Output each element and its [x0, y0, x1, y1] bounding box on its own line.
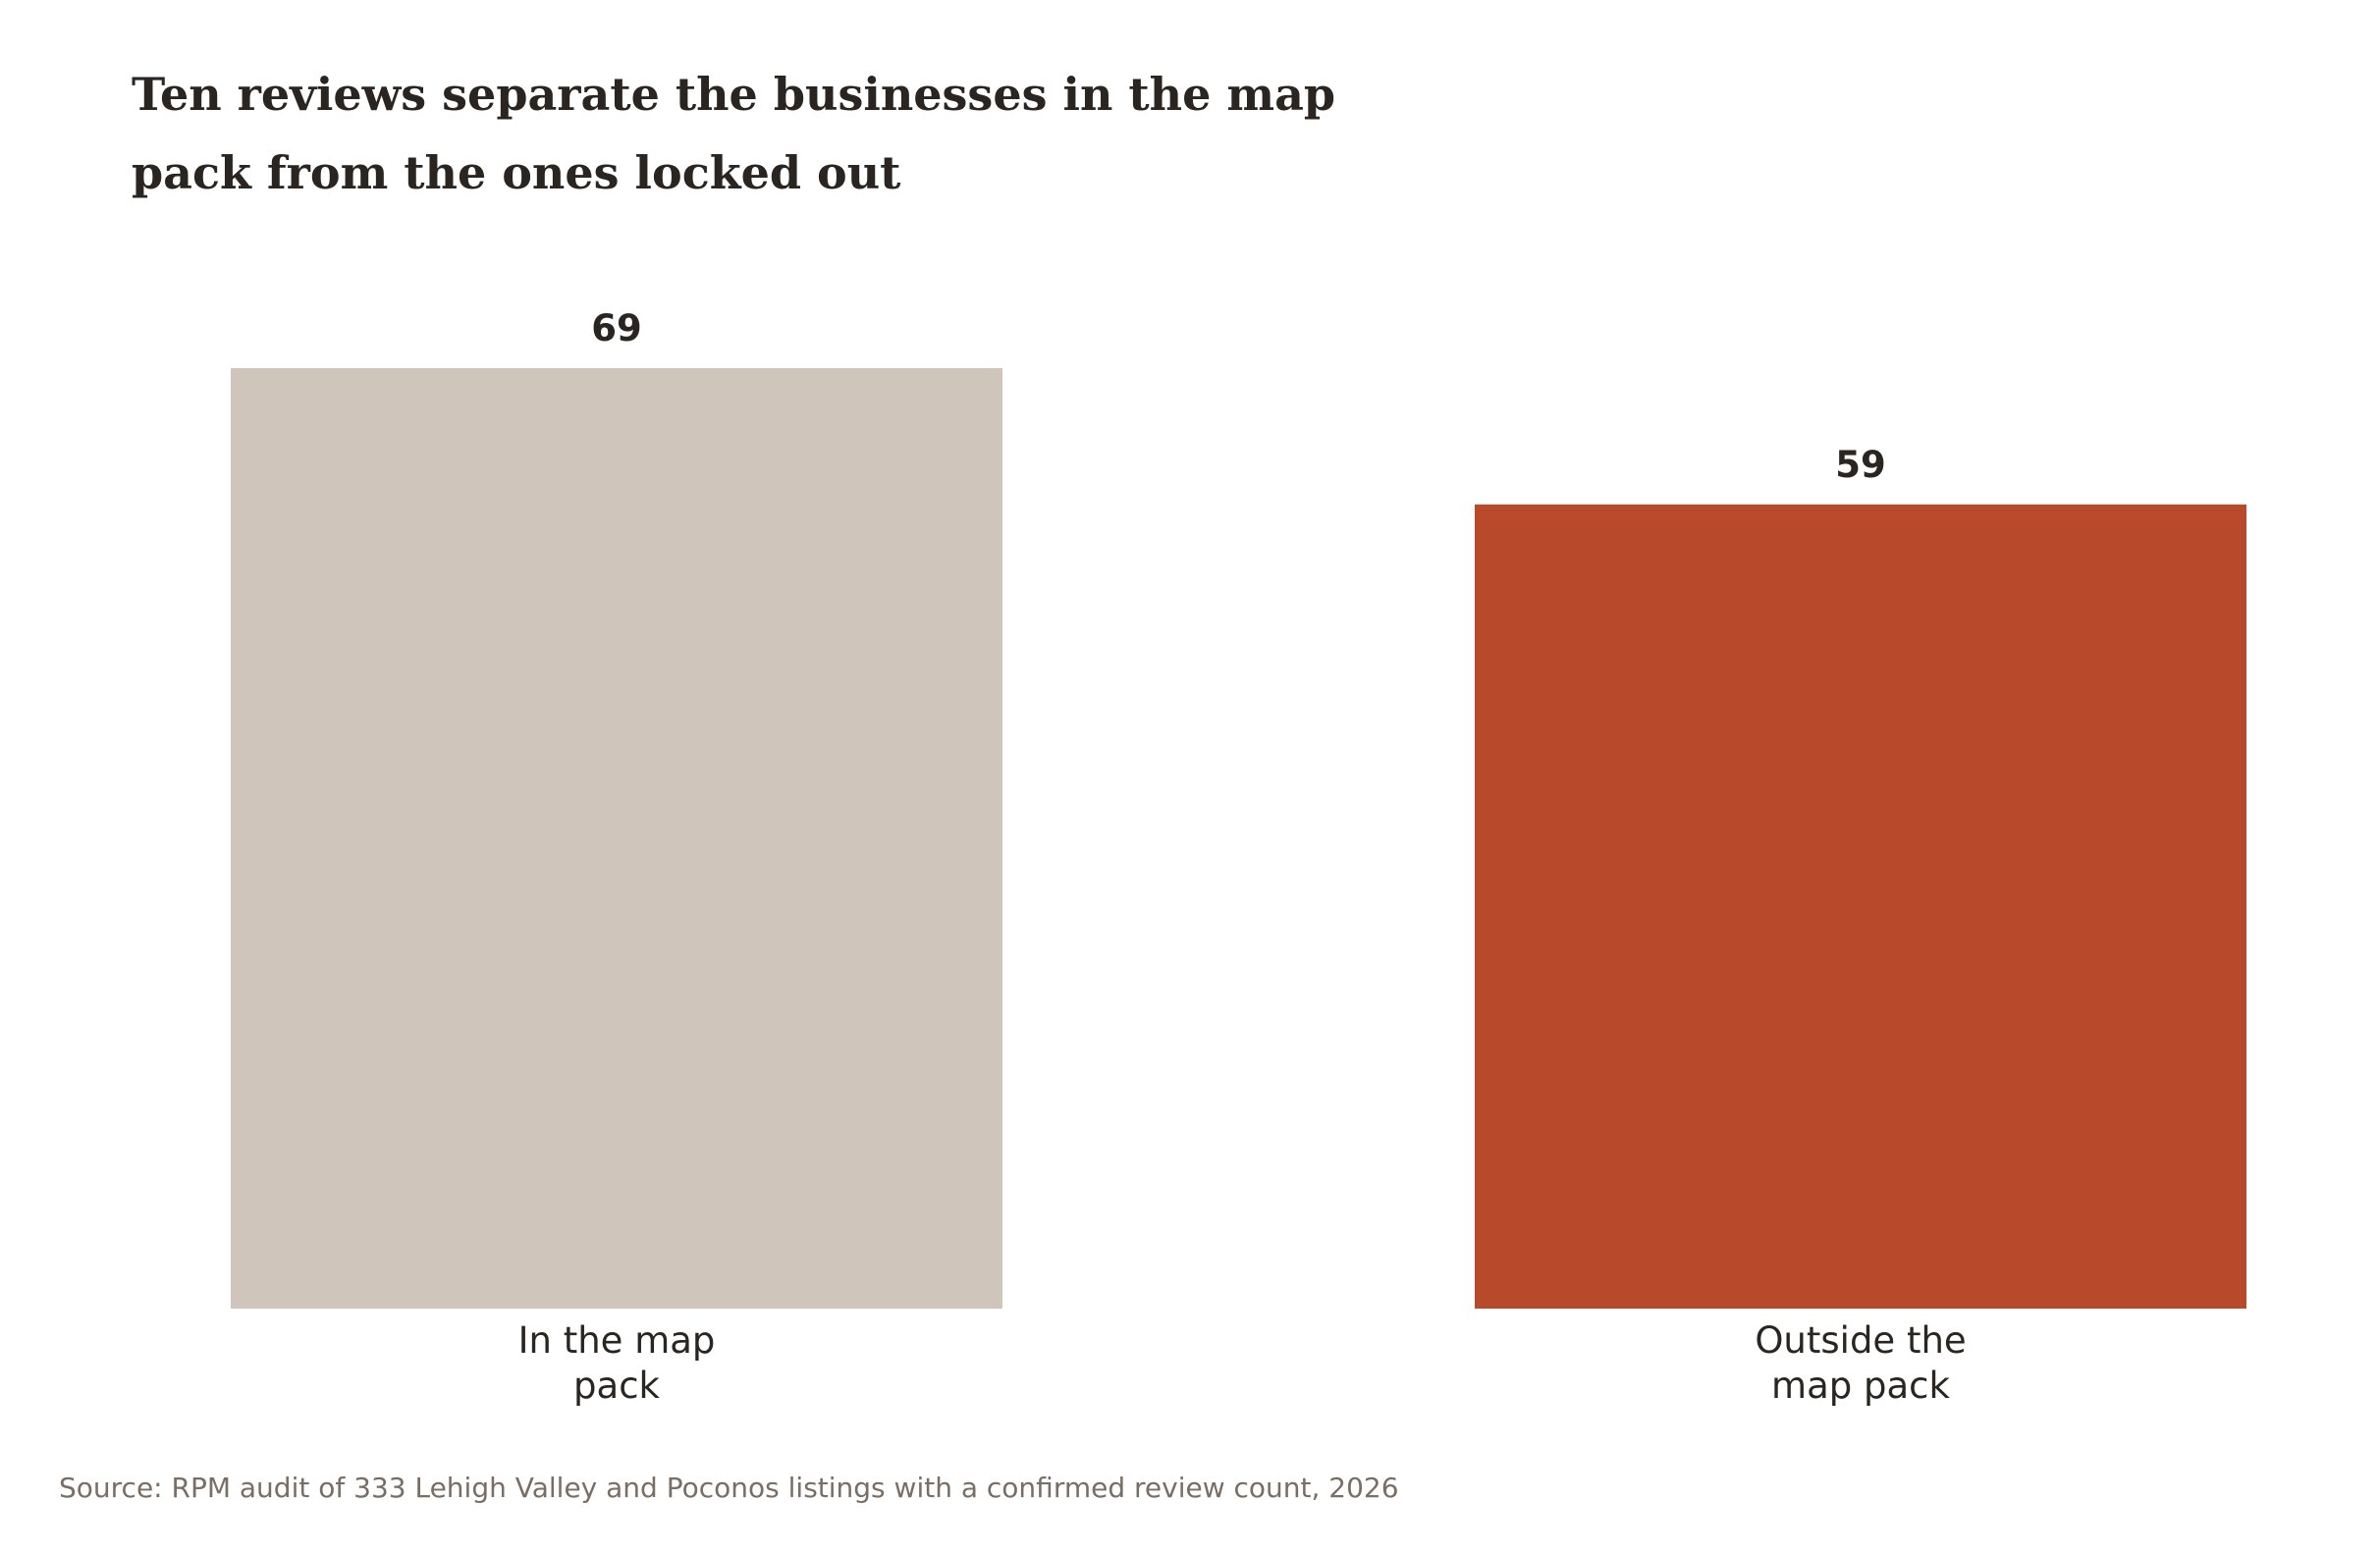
bar-2: [1475, 504, 2246, 1309]
chart-title-line-2: pack from the ones locked out: [132, 146, 901, 199]
source-note: Source: RPM audit of 333 Lehigh Valley a…: [59, 1472, 1399, 1504]
chart-title-line-1: Ten reviews separate the businesses in t…: [132, 68, 1335, 121]
category-label-1-line-2: pack: [573, 1365, 661, 1407]
category-label-2-line-1: Outside the: [1755, 1319, 1966, 1362]
bar-1: [231, 368, 1002, 1309]
category-label-2-line-2: map pack: [1771, 1365, 1950, 1407]
value-label-1: 69: [591, 307, 642, 349]
category-label-1-line-1: In the map: [518, 1319, 716, 1362]
value-label-2: 59: [1835, 444, 1886, 486]
